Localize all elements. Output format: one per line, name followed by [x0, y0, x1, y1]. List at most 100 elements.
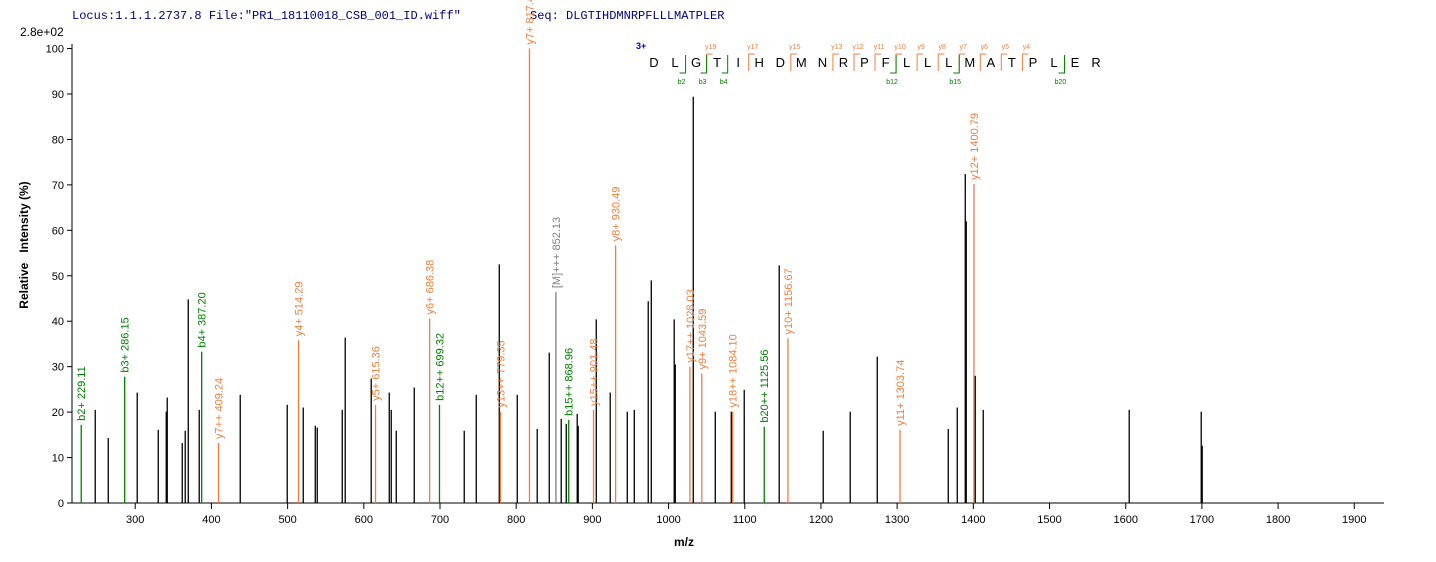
- y-ion-bracket: [706, 53, 713, 71]
- b-ion-bracket: [679, 55, 687, 74]
- residue: M: [796, 55, 807, 70]
- peak-label: y5+ 615.36: [371, 346, 383, 401]
- x-tick-label: 1300: [885, 514, 909, 526]
- b-ion-label: b4: [720, 79, 728, 86]
- y-ion-bracket: [790, 53, 797, 71]
- peak-label: y13++ 779.35: [495, 340, 507, 407]
- residue: L: [924, 55, 931, 70]
- b-ion-bracket: [721, 55, 729, 74]
- peak-label: b20++ 1125.56: [759, 349, 771, 422]
- y-ion-label: y10: [894, 44, 905, 51]
- y-tick-label: 0: [58, 498, 64, 510]
- x-tick-label: 500: [278, 514, 296, 526]
- x-tick-label: 1800: [1266, 514, 1290, 526]
- y-tick-label: 30: [52, 362, 64, 374]
- peak-label: y15++ 901.48: [589, 339, 601, 406]
- x-tick-label: 1900: [1342, 514, 1366, 526]
- residue: P: [860, 55, 869, 70]
- residue: M: [964, 55, 975, 70]
- x-tick-label: 600: [355, 514, 373, 526]
- x-tick-label: 1100: [733, 514, 757, 526]
- y-ion-bracket: [979, 53, 987, 71]
- peak-label: b4+ 387.20: [197, 292, 209, 347]
- locus-header: Locus:1.1.1.2737.8 File:"PR1_18110018_CS…: [72, 9, 461, 23]
- x-tick-label: 1000: [656, 514, 680, 526]
- y-tick-label: 70: [52, 180, 64, 192]
- scale-label: 2.8e+02: [20, 25, 64, 39]
- peak-label: y6+ 686.38: [425, 260, 437, 315]
- residue: L: [1050, 55, 1057, 70]
- peak-label: y4+ 514.29: [294, 282, 306, 337]
- peak-label: y10+ 1156.67: [783, 268, 795, 334]
- residue: N: [818, 55, 827, 70]
- y-ion-bracket: [895, 53, 903, 71]
- y-ion-bracket: [937, 53, 945, 71]
- peak-label: y11+ 1303.74: [895, 360, 907, 426]
- y-tick-label: 60: [52, 225, 64, 237]
- x-tick-label: 400: [202, 514, 220, 526]
- residue: D: [776, 55, 785, 70]
- y-ion-label: y8: [938, 44, 946, 51]
- b-ion-label: b20: [1055, 79, 1067, 86]
- y-ion-label: y17: [747, 44, 758, 51]
- x-tick-label: 900: [583, 514, 601, 526]
- peak-label: y12+ 1400.79: [969, 113, 981, 180]
- x-tick-label: 1700: [1190, 514, 1214, 526]
- y-ion-bracket: [874, 53, 882, 71]
- y-ion-label: y6: [981, 44, 989, 51]
- b-ion-label: b12: [886, 79, 898, 86]
- x-tick-label: 300: [126, 514, 144, 526]
- residue: R: [1091, 55, 1100, 70]
- y-ion-label: y7: [960, 44, 968, 51]
- b-ion-bracket: [953, 55, 960, 74]
- residue: L: [903, 55, 910, 70]
- residue: I: [736, 55, 740, 70]
- residue: L: [671, 55, 678, 70]
- y-ion-label: y9: [917, 44, 925, 51]
- residue: G: [691, 55, 701, 70]
- y-tick-label: 80: [52, 134, 64, 146]
- b-ion-bracket: [890, 55, 897, 74]
- peak-label: y7+ 817.43: [524, 0, 536, 45]
- x-tick-label: 1600: [1113, 514, 1137, 526]
- b-ion-bracket: [700, 55, 708, 74]
- y-tick-label: 90: [52, 89, 64, 101]
- residue: T: [713, 55, 721, 70]
- y-ion-bracket: [916, 53, 924, 71]
- y-ion-label: y12: [852, 44, 863, 51]
- y-tick-label: 50: [52, 271, 64, 283]
- residue: D: [649, 55, 658, 70]
- y-ion-label: y13: [831, 44, 842, 51]
- peak-label: b12++ 699.32: [434, 333, 446, 401]
- peak-label: b15++ 868.96: [564, 348, 576, 416]
- residue: A: [986, 55, 995, 70]
- charge-label: 3+: [636, 41, 646, 51]
- y-ion-label: y4: [1023, 44, 1031, 51]
- y-tick-label: 10: [52, 453, 64, 465]
- peak-label: y18++ 1084.10: [728, 334, 740, 407]
- residue: H: [755, 55, 764, 70]
- x-axis-title: m/z: [674, 535, 694, 549]
- sequence-header: Seq: DLGTIHDMNRPFLLLMATPLER: [530, 9, 724, 23]
- residue: P: [1029, 55, 1038, 70]
- y-axis-title: Relative Intensity (%): [17, 181, 31, 308]
- peak-label: b3+ 286.15: [120, 317, 132, 372]
- residue: F: [882, 55, 890, 70]
- residue: T: [1008, 55, 1016, 70]
- x-tick-label: 1500: [1037, 514, 1061, 526]
- y-ion-label: y15: [789, 44, 800, 51]
- y-tick-label: 20: [52, 407, 64, 419]
- x-tick-label: 1400: [961, 514, 985, 526]
- y-ion-bracket: [853, 53, 860, 71]
- residue: L: [945, 55, 952, 70]
- y-ion-label: y11: [874, 44, 885, 51]
- peak-label: y9+ 1043.59: [697, 309, 709, 370]
- x-tick-label: 800: [507, 514, 525, 526]
- residue: E: [1071, 55, 1080, 70]
- peak-label: [M]+++ 852.13: [551, 217, 563, 288]
- x-tick-label: 700: [431, 514, 449, 526]
- y-ion-label: y19: [705, 44, 716, 51]
- y-ion-bracket: [748, 53, 755, 71]
- b-ion-label: b15: [949, 79, 961, 86]
